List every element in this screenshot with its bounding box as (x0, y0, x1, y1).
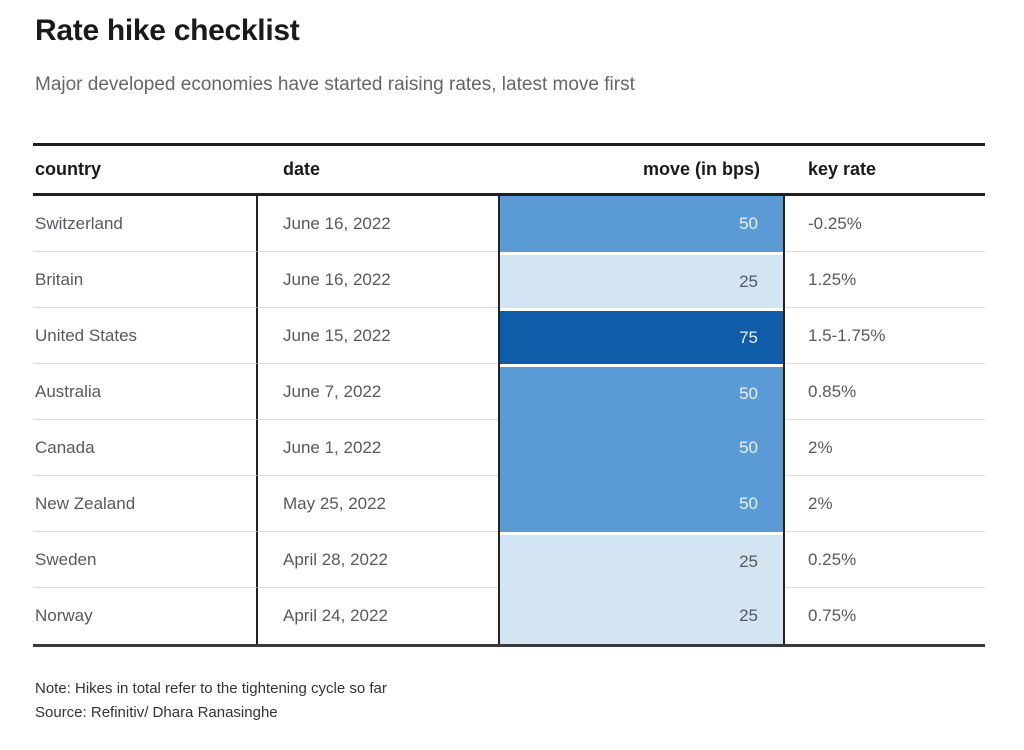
cell-move: 50 (498, 364, 785, 420)
cell-country: Sweden (33, 532, 258, 588)
move-heat-bar: 50 (500, 196, 783, 252)
cell-date: June 16, 2022 (258, 196, 498, 252)
table-row: New Zealand May 25, 2022 50 2% (33, 476, 985, 532)
table-row: Australia June 7, 2022 50 0.85% (33, 364, 985, 420)
cell-key-rate: 0.25% (785, 532, 985, 588)
column-header-move: move (in bps) (642, 159, 760, 179)
cell-move: 25 (498, 252, 785, 308)
cell-key-rate: 1.25% (785, 252, 985, 308)
table-row: Sweden April 28, 2022 25 0.25% (33, 532, 985, 588)
move-heat-bar: 50 (500, 420, 783, 476)
cell-move: 50 (498, 420, 785, 476)
cell-key-rate: 2% (785, 476, 985, 532)
source-text: Source: Refinitiv/ Dhara Ranasinghe (35, 704, 278, 721)
column-header-key-rate: key rate (808, 159, 877, 179)
cell-country: Switzerland (33, 196, 258, 252)
cell-key-rate: 0.85% (785, 364, 985, 420)
move-heat-bar: 50 (500, 476, 783, 532)
cell-date: June 16, 2022 (258, 252, 498, 308)
cell-date: May 25, 2022 (258, 476, 498, 532)
move-heat-bar: 25 (500, 535, 783, 588)
page-subtitle: Major developed economies have started r… (35, 74, 635, 95)
cell-date: April 28, 2022 (258, 532, 498, 588)
note-text: Note: Hikes in total refer to the tighte… (35, 680, 387, 697)
table-row: Norway April 24, 2022 25 0.75% (33, 588, 985, 644)
cell-date: April 24, 2022 (283, 606, 388, 625)
cell-date: June 7, 2022 (258, 364, 498, 420)
cell-key-rate: 1.5-1.75% (785, 308, 985, 364)
cell-country: United States (33, 308, 258, 364)
column-header-date: date (283, 159, 321, 179)
move-heat-bar: 25 (500, 588, 783, 644)
cell-key-rate: 0.75% (808, 606, 857, 625)
table-row: Canada June 1, 2022 50 2% (33, 420, 985, 476)
table-body: Switzerland June 16, 2022 50 -0.25% Britain J… (33, 196, 985, 647)
move-heat-bar: 25 (500, 255, 783, 308)
table-header-row: country date move (in bps) key rate (33, 143, 985, 196)
cell-key-rate: 2% (785, 420, 985, 476)
table-row: Switzerland June 16, 2022 50 -0.25% (33, 196, 985, 252)
table-row: United States June 15, 2022 75 1.5-1.75% (33, 308, 985, 364)
cell-country: Norway (33, 588, 258, 644)
cell-country: Britain (33, 252, 258, 308)
cell-move: 75 (498, 308, 785, 364)
rate-hike-table: country date move (in bps) key rate Swit… (33, 143, 985, 647)
cell-move: 50 (498, 196, 785, 252)
cell-date: June 1, 2022 (258, 420, 498, 476)
cell-country: Canada (33, 420, 258, 476)
move-heat-bar: 50 (500, 367, 783, 420)
cell-move: 25 (498, 588, 785, 644)
column-header-country: country (35, 159, 102, 179)
cell-country: New Zealand (33, 476, 258, 532)
cell-move: 25 (498, 532, 785, 588)
cell-country: Australia (33, 364, 258, 420)
page-title: Rate hike checklist (35, 14, 300, 47)
cell-move: 50 (498, 476, 785, 532)
cell-key-rate: -0.25% (785, 196, 985, 252)
cell-date: June 15, 2022 (258, 308, 498, 364)
move-heat-bar: 75 (500, 311, 783, 364)
table-row: Britain June 16, 2022 25 1.25% (33, 252, 985, 308)
